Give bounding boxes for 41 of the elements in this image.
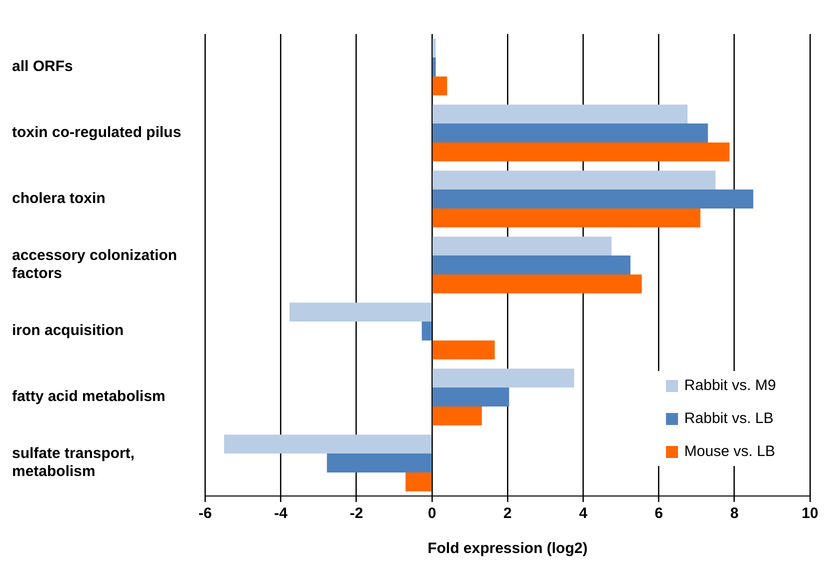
bar: [432, 236, 612, 256]
y-tick-label: toxin co-regulated pilus: [12, 124, 182, 142]
bar: [432, 58, 436, 76]
bar: [406, 472, 432, 492]
bar: [432, 274, 642, 294]
legend-label: Rabbit vs. LB: [684, 410, 774, 427]
y-tick-label: fatty acid metabolism: [12, 388, 166, 406]
bar: [432, 38, 436, 58]
x-tick-label: 4: [579, 505, 588, 522]
bar: [224, 434, 432, 454]
bar: [432, 208, 700, 228]
y-tick-label: sulfate transport, metabolism: [12, 445, 135, 480]
legend-label: Mouse vs. LB: [684, 443, 776, 460]
x-tick-label: 6: [654, 505, 663, 522]
bar: [432, 190, 754, 208]
legend-label: Rabbit vs. M9: [684, 377, 776, 394]
x-tick-label: 2: [503, 505, 512, 522]
x-tick-label: 0: [428, 505, 436, 522]
bar: [422, 322, 432, 340]
bar: [432, 256, 630, 274]
bar: [432, 104, 688, 124]
x-tick-label: 10: [802, 505, 818, 522]
bar: [432, 406, 482, 426]
bar: [432, 340, 495, 360]
bar: [432, 142, 730, 162]
y-tick-label: accessory colonization factors: [12, 247, 178, 282]
bar: [289, 302, 432, 322]
x-tick-label: -6: [198, 505, 212, 522]
x-tick-label: 8: [730, 505, 739, 522]
bar: [432, 124, 708, 142]
x-axis-title: Fold expression (log2): [428, 540, 588, 558]
bar: [432, 368, 574, 388]
bar: [432, 170, 716, 190]
x-tick-label: -4: [274, 505, 288, 522]
bar: [432, 388, 510, 406]
y-tick-label: all ORFs: [12, 58, 73, 76]
y-tick-label: iron acquisition: [12, 322, 124, 340]
x-tick-label: -2: [350, 505, 364, 522]
y-tick-label: cholera toxin: [12, 190, 106, 208]
bar: [326, 454, 432, 472]
bar: [432, 76, 448, 96]
